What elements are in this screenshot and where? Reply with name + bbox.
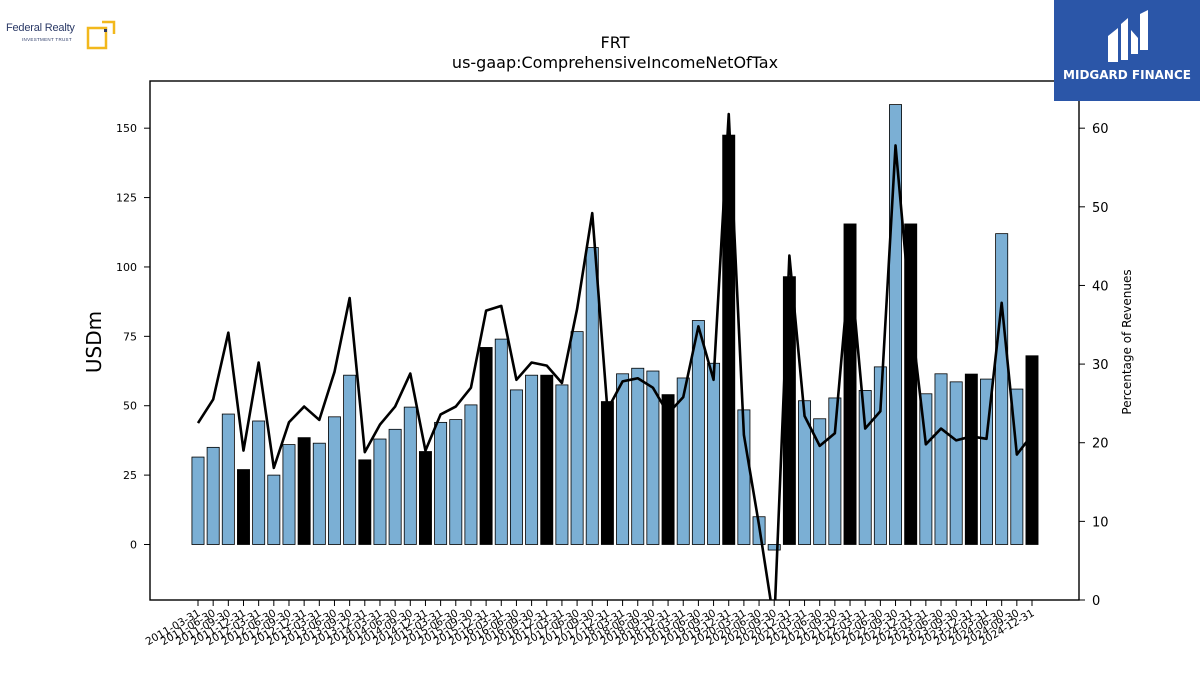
y-tick-label: 0: [130, 538, 137, 551]
bar-2013-06-30: [328, 416, 341, 545]
bar-2012-06-30: [267, 474, 281, 545]
bar-2016-09-30: [525, 374, 539, 545]
bar-2024-12-31: [1025, 355, 1039, 545]
bar-2018-06-30: [631, 367, 645, 545]
y2-tick-label: 40: [1092, 279, 1109, 294]
x-axis: 2011-03-312011-06-302011-09-302011-12-31…: [144, 600, 1037, 648]
bar-2018-03-31: [616, 373, 630, 545]
bar-2019-03-31: [676, 377, 690, 545]
bar-2017-06-30: [570, 331, 584, 545]
bar-2011-09-30: [221, 413, 235, 545]
bar-2015-06-30: [449, 419, 463, 545]
right-logo-text: MIDGARD FINANCE: [1063, 68, 1191, 82]
bar-2012-09-30: [282, 444, 296, 545]
bar-2013-09-30: [343, 374, 357, 545]
bar-2019-09-30: [707, 362, 721, 545]
bar-2017-12-31: [600, 401, 614, 545]
bar-2015-12-31: [479, 347, 493, 545]
bar-2017-03-31: [555, 384, 569, 545]
midgard-finance-logo: MIDGARD FINANCE: [1054, 0, 1200, 101]
bar-2018-12-31: [661, 394, 675, 545]
bar-2023-06-30: [934, 373, 948, 545]
bar-2015-09-30: [464, 404, 478, 545]
left-logo-name: Federal Realty: [6, 22, 75, 34]
left-logo-subtitle: INVESTMENT TRUST: [22, 37, 72, 42]
y2-tick-label: 0: [1092, 594, 1100, 609]
bar-2022-09-30: [889, 104, 902, 545]
percentage-of-revenues-line: [196, 112, 1034, 600]
bar-2016-06-30: [509, 389, 523, 545]
y2-tick-label: 50: [1092, 201, 1109, 216]
federal-realty-logo: Federal Realty INVESTMENT TRUST: [6, 20, 116, 54]
bar-2024-06-30: [995, 233, 1009, 545]
y-tick-label: 100: [116, 261, 137, 274]
bar-2013-12-31: [358, 459, 372, 545]
bar-2023-12-31: [964, 373, 978, 545]
chart-title: FRT: [601, 33, 630, 52]
bar-2020-09-30: [767, 544, 781, 551]
y2-tick-label: 10: [1092, 515, 1109, 530]
bar-2012-03-31: [252, 420, 266, 545]
bar-2011-03-31: [191, 456, 205, 545]
bar-2021-03-31: [798, 400, 812, 545]
y-tick-label: 75: [123, 330, 137, 343]
bar-2012-12-31: [297, 437, 311, 545]
y-axis-right: 0 10 20 30 40 50 60: [1079, 122, 1109, 609]
y-tick-label: 25: [123, 469, 137, 482]
midgard-finance-mark-icon: [1108, 10, 1148, 62]
bar-2021-06-30: [813, 418, 827, 545]
bar-2018-09-30: [646, 370, 660, 545]
bar-2011-06-30: [206, 446, 220, 545]
bar-2016-03-31: [494, 338, 508, 545]
y-tick-label: 150: [116, 122, 137, 135]
bar-2014-06-30: [388, 428, 402, 545]
chart-subtitle: us-gaap:ComprehensiveIncomeNetOfTax: [452, 53, 778, 72]
y2-axis-label: Percentage of Revenues: [1120, 269, 1134, 414]
bar-2019-06-30: [691, 320, 705, 545]
y-axis-label: USDm: [82, 311, 106, 373]
y2-tick-label: 60: [1092, 122, 1109, 137]
bar-2023-03-31: [919, 393, 933, 545]
bar-2022-12-31: [904, 223, 918, 545]
bar-2016-12-31: [540, 374, 554, 545]
y-tick-label: 50: [123, 400, 137, 413]
bar-2011-12-31: [237, 469, 250, 545]
bar-2020-12-31: [782, 276, 796, 545]
bar-group: [191, 104, 1039, 551]
y-tick-label: 125: [116, 192, 137, 205]
bar-2014-09-30: [403, 406, 417, 545]
bar-2022-03-31: [858, 390, 872, 545]
bar-2022-06-30: [873, 366, 887, 545]
bar-2014-12-31: [418, 451, 432, 545]
y-axis-left: 0 25 50 75 100 125 150: [116, 122, 150, 551]
bar-2023-09-30: [949, 381, 963, 545]
y2-tick-label: 30: [1092, 358, 1109, 373]
bar-2017-09-30: [585, 247, 599, 545]
y2-tick-label: 20: [1092, 437, 1109, 452]
federal-realty-mark-icon: [86, 20, 116, 50]
bar-2013-03-31: [312, 442, 326, 545]
plot-frame: [149, 80, 1080, 601]
bar-2015-03-31: [434, 421, 448, 545]
bar-2014-03-31: [373, 438, 387, 545]
